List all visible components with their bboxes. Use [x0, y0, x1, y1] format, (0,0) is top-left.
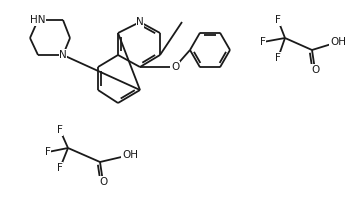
Text: F: F [45, 147, 51, 157]
Text: N: N [136, 17, 144, 27]
Text: O: O [99, 177, 107, 187]
Text: F: F [275, 15, 281, 25]
Text: F: F [57, 125, 63, 135]
Text: F: F [275, 53, 281, 63]
Text: F: F [260, 37, 266, 47]
Text: F: F [57, 163, 63, 173]
Text: O: O [171, 62, 179, 72]
Text: OH: OH [330, 37, 346, 47]
Text: O: O [311, 65, 319, 75]
Text: OH: OH [122, 150, 138, 160]
Text: N: N [59, 50, 67, 60]
Text: HN: HN [30, 15, 46, 25]
